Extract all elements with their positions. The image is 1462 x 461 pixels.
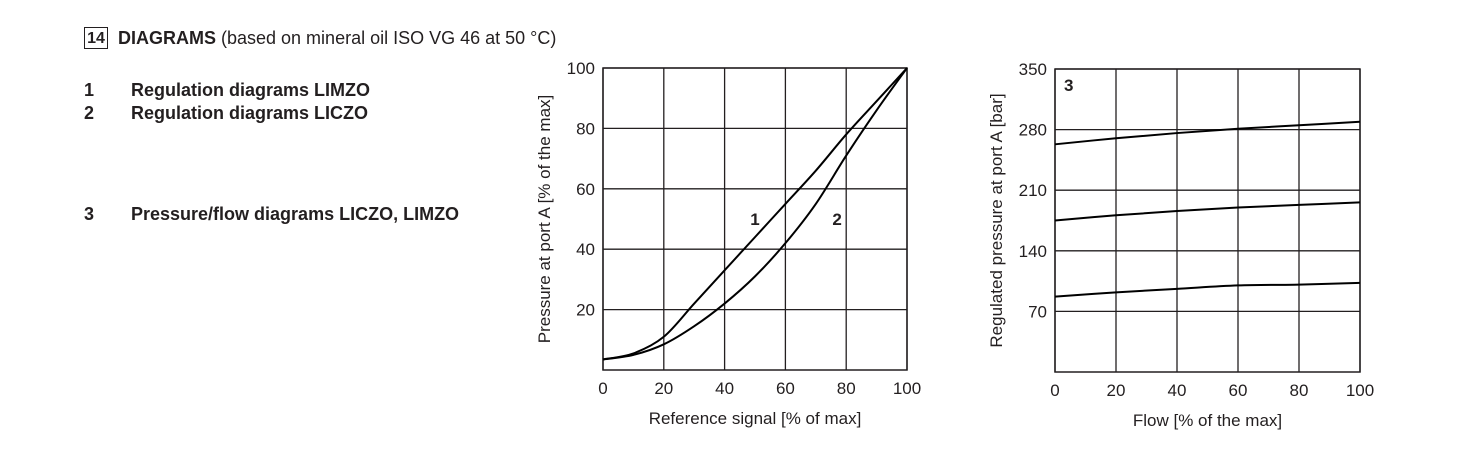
- x-tick-label: 20: [654, 379, 673, 398]
- x-tick-label: 80: [1290, 381, 1309, 400]
- y-tick-label: 70: [1028, 302, 1047, 321]
- y-axis-label: Pressure at port A [% of the max]: [535, 95, 554, 344]
- legend-label: Regulation diagrams LICZO: [131, 103, 369, 123]
- series-line-2: [602, 67, 908, 361]
- series-line-1: [602, 67, 908, 361]
- x-tick-label: 100: [1346, 381, 1374, 400]
- y-tick-label: 60: [576, 180, 595, 199]
- x-tick-label: 20: [1107, 381, 1126, 400]
- x-axis-label: Reference signal [% of max]: [649, 409, 862, 428]
- y-tick-label: 350: [1019, 60, 1047, 79]
- legend-label: Regulation diagrams LIMZO: [131, 80, 371, 100]
- series-line-middle: [1054, 201, 1361, 222]
- series-line-lower: [1054, 281, 1361, 298]
- legend-item-3: 3 Pressure/flow diagrams LICZO, LIMZO: [84, 204, 459, 224]
- legend-number: 2: [84, 103, 95, 123]
- x-axis-label: Flow [% of the max]: [1133, 411, 1282, 430]
- x-tick-label: 80: [837, 379, 856, 398]
- legend-item-1: 1 Regulation diagrams LIMZO: [84, 80, 370, 100]
- y-tick-label: 80: [576, 119, 595, 138]
- y-tick-label: 20: [576, 301, 595, 320]
- x-tick-label: 0: [598, 379, 607, 398]
- section-title: DIAGRAMS (based on mineral oil ISO VG 46…: [118, 28, 556, 48]
- y-tick-label: 210: [1019, 181, 1047, 200]
- panel-label: 3: [1064, 76, 1073, 95]
- y-axis-label: Regulated pressure at port A [bar]: [987, 93, 1006, 347]
- y-tick-label: 40: [576, 240, 595, 259]
- section-title-rest: (based on mineral oil ISO VG 46 at 50 °C…: [216, 28, 557, 48]
- plot-frame: [602, 67, 908, 371]
- legend-item-2: 2 Regulation diagrams LICZO: [84, 103, 368, 123]
- series-line-upper: [1054, 120, 1361, 146]
- curve-label-1: 1: [750, 210, 759, 229]
- y-tick-label: 140: [1019, 242, 1047, 261]
- y-tick-label: 280: [1019, 121, 1047, 140]
- x-tick-label: 40: [715, 379, 734, 398]
- section-number-box: 14: [84, 27, 108, 49]
- legend-number: 1: [84, 80, 95, 100]
- grid: [1054, 68, 1361, 372]
- plot-frame: [1054, 68, 1361, 373]
- section-title-bold: DIAGRAMS: [118, 28, 216, 48]
- x-tick-label: 0: [1050, 381, 1059, 400]
- legend-label: Pressure/flow diagrams LICZO, LIMZO: [131, 204, 460, 224]
- legend-number: 3: [84, 204, 95, 224]
- x-tick-label: 60: [1229, 381, 1248, 400]
- x-tick-label: 60: [776, 379, 795, 398]
- y-tick-label: 100: [567, 59, 595, 78]
- x-tick-label: 100: [893, 379, 921, 398]
- curve-label-2: 2: [832, 210, 841, 229]
- x-tick-label: 40: [1168, 381, 1187, 400]
